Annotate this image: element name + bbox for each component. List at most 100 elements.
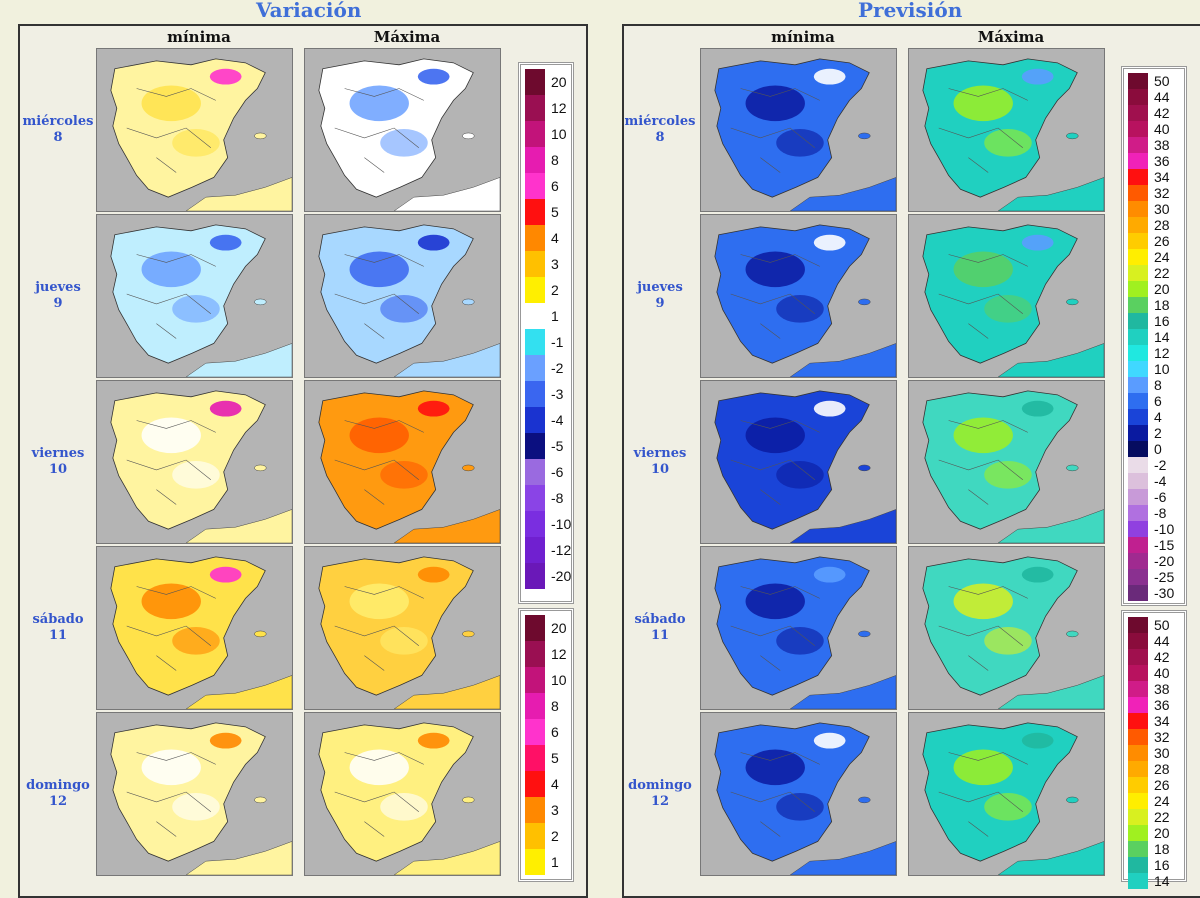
province-borders bbox=[126, 420, 216, 505]
legend-label: 16 bbox=[1154, 857, 1170, 873]
legend-row: 50 bbox=[1128, 617, 1198, 633]
pattern-accent bbox=[209, 400, 242, 417]
pattern-blob bbox=[172, 295, 220, 323]
pattern-blob bbox=[984, 793, 1032, 821]
legend-label: 28 bbox=[1154, 761, 1170, 777]
pattern-blob bbox=[141, 749, 201, 786]
legend-swatch bbox=[1128, 441, 1148, 457]
day-name: sábado bbox=[634, 612, 686, 627]
legend-row: 24 bbox=[1128, 249, 1198, 265]
variacion-day-label: miércoles 8 bbox=[18, 114, 98, 146]
legend-label: -25 bbox=[1154, 569, 1175, 585]
legend-swatch bbox=[525, 511, 545, 537]
variacion-title: Variación bbox=[256, 0, 362, 22]
prev-min-map bbox=[700, 214, 897, 378]
pattern-blob bbox=[745, 251, 805, 288]
prev-max-map bbox=[908, 546, 1105, 710]
legend-row: -5 bbox=[525, 433, 595, 459]
pattern-blob bbox=[776, 129, 824, 157]
legend-swatch bbox=[1128, 633, 1148, 649]
legend-label: 8 bbox=[551, 152, 559, 168]
pattern-blob bbox=[776, 461, 824, 489]
legend-label: 34 bbox=[1154, 713, 1170, 729]
legend-label: 14 bbox=[1154, 329, 1170, 345]
balearic-islands bbox=[462, 132, 475, 140]
peninsula-map-svg bbox=[909, 49, 1104, 211]
prevision-legend-2: 50 44 42 40 38 36 34 32 30 28 26 24 22 20 18 16 14 bbox=[1121, 610, 1187, 889]
variacion-day-label: domingo 12 bbox=[18, 778, 98, 810]
peninsula-map-svg bbox=[701, 547, 896, 709]
legend-swatch bbox=[525, 641, 545, 667]
prevision-day-label: viernes 10 bbox=[620, 446, 700, 478]
legend-swatch bbox=[1128, 409, 1148, 425]
legend-swatch bbox=[525, 251, 545, 277]
legend-label: 20 bbox=[1154, 825, 1170, 841]
legend-label: 0 bbox=[1154, 441, 1162, 457]
africa-shape bbox=[393, 675, 500, 709]
prev-min-map bbox=[700, 48, 897, 212]
day-name: viernes bbox=[31, 446, 85, 461]
legend-swatch bbox=[1128, 809, 1148, 825]
legend-row: 22 bbox=[1128, 809, 1198, 825]
var-max-map bbox=[304, 380, 501, 544]
africa-shape bbox=[393, 841, 500, 875]
pattern-blob bbox=[172, 129, 220, 157]
legend-row: 20 bbox=[525, 69, 595, 95]
legend-swatch bbox=[1128, 729, 1148, 745]
africa-shape bbox=[789, 177, 896, 211]
legend-row: 50 bbox=[1128, 73, 1198, 89]
legend-row: 4 bbox=[525, 225, 595, 251]
prev-min-map bbox=[700, 546, 897, 710]
var-min-map bbox=[96, 546, 293, 710]
prev-max-map bbox=[908, 712, 1105, 876]
legend-label: 4 bbox=[551, 230, 559, 246]
africa-shape bbox=[997, 343, 1104, 377]
legend-swatch bbox=[525, 459, 545, 485]
legend-row: -4 bbox=[1128, 473, 1198, 489]
legend-label: 30 bbox=[1154, 745, 1170, 761]
day-number: 10 bbox=[48, 462, 68, 477]
peninsula-map-svg bbox=[701, 49, 896, 211]
legend-row: 5 bbox=[525, 745, 595, 771]
legend-label: -2 bbox=[1154, 457, 1167, 473]
legend-row: 30 bbox=[1128, 745, 1198, 761]
pattern-accent bbox=[1021, 400, 1054, 417]
pattern-blob bbox=[380, 129, 428, 157]
legend-label: 6 bbox=[551, 178, 559, 194]
province-borders bbox=[938, 88, 1028, 173]
prevision-day-label: miércoles 8 bbox=[620, 114, 700, 146]
legend-label: 26 bbox=[1154, 777, 1170, 793]
legend-row: 16 bbox=[1128, 857, 1198, 873]
pattern-accent bbox=[813, 234, 846, 251]
legend-swatch bbox=[1128, 713, 1148, 729]
province-borders bbox=[938, 586, 1028, 671]
balearic-islands bbox=[1066, 796, 1079, 804]
legend-row: 6 bbox=[1128, 393, 1198, 409]
pattern-accent bbox=[209, 68, 242, 85]
pattern-blob bbox=[141, 251, 201, 288]
legend-row: 30 bbox=[1128, 201, 1198, 217]
balearic-islands bbox=[254, 132, 267, 140]
legend-label: 10 bbox=[551, 672, 567, 688]
legend-row: -2 bbox=[525, 355, 595, 381]
legend-swatch bbox=[1128, 681, 1148, 697]
legend-label: 1 bbox=[551, 308, 559, 324]
legend-row: -3 bbox=[525, 381, 595, 407]
pattern-blob bbox=[776, 793, 824, 821]
day-number: 10 bbox=[650, 462, 670, 477]
pattern-accent bbox=[417, 234, 450, 251]
legend-swatch bbox=[1128, 217, 1148, 233]
legend-label: 4 bbox=[551, 776, 559, 792]
prev-max-map bbox=[908, 380, 1105, 544]
legend-swatch bbox=[525, 615, 545, 641]
pattern-blob bbox=[776, 627, 824, 655]
legend-row: -6 bbox=[1128, 489, 1198, 505]
var-min-map bbox=[96, 712, 293, 876]
legend-row: 34 bbox=[1128, 713, 1198, 729]
legend-row: 42 bbox=[1128, 649, 1198, 665]
legend-label: 24 bbox=[1154, 793, 1170, 809]
peninsula-map-svg bbox=[909, 547, 1104, 709]
peninsula-map-svg bbox=[701, 381, 896, 543]
legend-label: 40 bbox=[1154, 121, 1170, 137]
legend-label: 2 bbox=[551, 282, 559, 298]
